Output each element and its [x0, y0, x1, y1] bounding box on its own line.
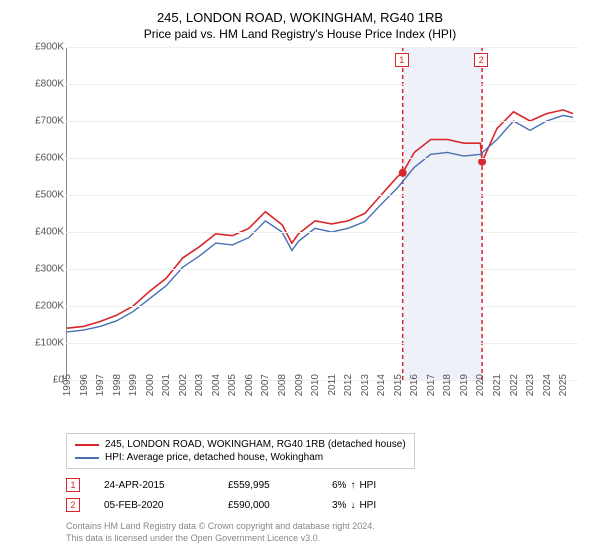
chart-svg — [67, 47, 578, 380]
gridline — [66, 158, 578, 159]
delta-pct: 6% — [332, 480, 346, 491]
footer-line-2: This data is licensed under the Open Gov… — [66, 533, 584, 545]
x-axis-label: 2018 — [442, 374, 453, 406]
gridline — [66, 269, 578, 270]
y-axis-label: £0 — [16, 375, 64, 386]
marker-info-delta: 3% ↓ HPI — [332, 500, 376, 511]
marker-badge: 1 — [395, 53, 409, 67]
footer-line-1: Contains HM Land Registry data © Crown c… — [66, 521, 584, 533]
x-axis-label: 2014 — [376, 374, 387, 406]
x-axis-label: 2012 — [343, 374, 354, 406]
gridline — [66, 232, 578, 233]
gridline — [66, 121, 578, 122]
x-axis-label: 2010 — [310, 374, 321, 406]
delta-pct: 3% — [332, 500, 346, 511]
x-axis-label: 2000 — [145, 374, 156, 406]
chart-subtitle: Price paid vs. HM Land Registry's House … — [16, 27, 584, 41]
delta-label: HPI — [359, 480, 376, 491]
x-axis-label: 2007 — [260, 374, 271, 406]
marker-info-row: 1 24-APR-2015 £559,995 6% ↑ HPI — [66, 475, 584, 495]
x-axis-label: 2016 — [409, 374, 420, 406]
x-axis-label: 2022 — [509, 374, 520, 406]
y-axis-label: £900K — [16, 42, 64, 53]
legend-label: HPI: Average price, detached house, Woki… — [105, 452, 323, 463]
x-axis-label: 2015 — [393, 374, 404, 406]
x-axis-label: 2009 — [294, 374, 305, 406]
marker-info-delta: 6% ↑ HPI — [332, 480, 376, 491]
chart-title: 245, LONDON ROAD, WOKINGHAM, RG40 1RB — [16, 10, 584, 25]
x-axis-label: 2020 — [475, 374, 486, 406]
x-axis-label: 2001 — [161, 374, 172, 406]
y-axis-label: £600K — [16, 153, 64, 164]
y-axis-label: £800K — [16, 79, 64, 90]
legend-label: 245, LONDON ROAD, WOKINGHAM, RG40 1RB (d… — [105, 439, 406, 450]
x-axis-label: 2019 — [459, 374, 470, 406]
x-axis-label: 1998 — [112, 374, 123, 406]
x-axis-label: 2023 — [525, 374, 536, 406]
x-axis-label: 2006 — [244, 374, 255, 406]
x-axis-label: 2024 — [542, 374, 553, 406]
y-axis-label: £200K — [16, 301, 64, 312]
legend-item: 245, LONDON ROAD, WOKINGHAM, RG40 1RB (d… — [75, 438, 406, 451]
footer-attribution: Contains HM Land Registry data © Crown c… — [66, 521, 584, 544]
gridline — [66, 84, 578, 85]
arrow-icon: ↓ — [350, 500, 355, 511]
x-axis-label: 2005 — [227, 374, 238, 406]
legend: 245, LONDON ROAD, WOKINGHAM, RG40 1RB (d… — [66, 433, 415, 469]
legend-swatch — [75, 444, 99, 446]
y-axis-label: £400K — [16, 227, 64, 238]
marker-badge: 2 — [474, 53, 488, 67]
marker-info-date: 24-APR-2015 — [104, 480, 204, 491]
marker-info-date: 05-FEB-2020 — [104, 500, 204, 511]
delta-label: HPI — [359, 500, 376, 511]
marker-info-block: 1 24-APR-2015 £559,995 6% ↑ HPI 2 05-FEB… — [66, 475, 584, 515]
gridline — [66, 195, 578, 196]
legend-swatch — [75, 457, 99, 459]
gridline — [66, 47, 578, 48]
marker-info-price: £590,000 — [228, 500, 308, 511]
marker-info-badge: 2 — [66, 498, 80, 512]
x-axis-label: 2008 — [277, 374, 288, 406]
x-axis-label: 1996 — [79, 374, 90, 406]
marker-info-row: 2 05-FEB-2020 £590,000 3% ↓ HPI — [66, 495, 584, 515]
y-axis-label: £300K — [16, 264, 64, 275]
x-axis-label: 1999 — [128, 374, 139, 406]
x-axis-label: 2017 — [426, 374, 437, 406]
y-axis-label: £700K — [16, 116, 64, 127]
x-axis-label: 2021 — [492, 374, 503, 406]
x-axis-label: 1997 — [95, 374, 106, 406]
chart-area: £0 £100K £200K £300K £400K £500K £600K £700K £80… — [16, 47, 584, 427]
plot-region — [66, 47, 578, 381]
chart-container: 245, LONDON ROAD, WOKINGHAM, RG40 1RB Pr… — [0, 0, 600, 560]
marker-info-price: £559,995 — [228, 480, 308, 491]
marker-info-badge: 1 — [66, 478, 80, 492]
x-axis-label: 1995 — [62, 374, 73, 406]
x-axis-label: 2002 — [178, 374, 189, 406]
x-axis-label: 2004 — [211, 374, 222, 406]
x-axis-label: 2003 — [194, 374, 205, 406]
y-axis-label: £100K — [16, 338, 64, 349]
arrow-icon: ↑ — [350, 480, 355, 491]
x-axis-label: 2011 — [327, 374, 338, 406]
x-axis-label: 2013 — [360, 374, 371, 406]
gridline — [66, 306, 578, 307]
y-axis-label: £500K — [16, 190, 64, 201]
legend-item: HPI: Average price, detached house, Woki… — [75, 451, 406, 464]
gridline — [66, 343, 578, 344]
x-axis-label: 2025 — [558, 374, 569, 406]
